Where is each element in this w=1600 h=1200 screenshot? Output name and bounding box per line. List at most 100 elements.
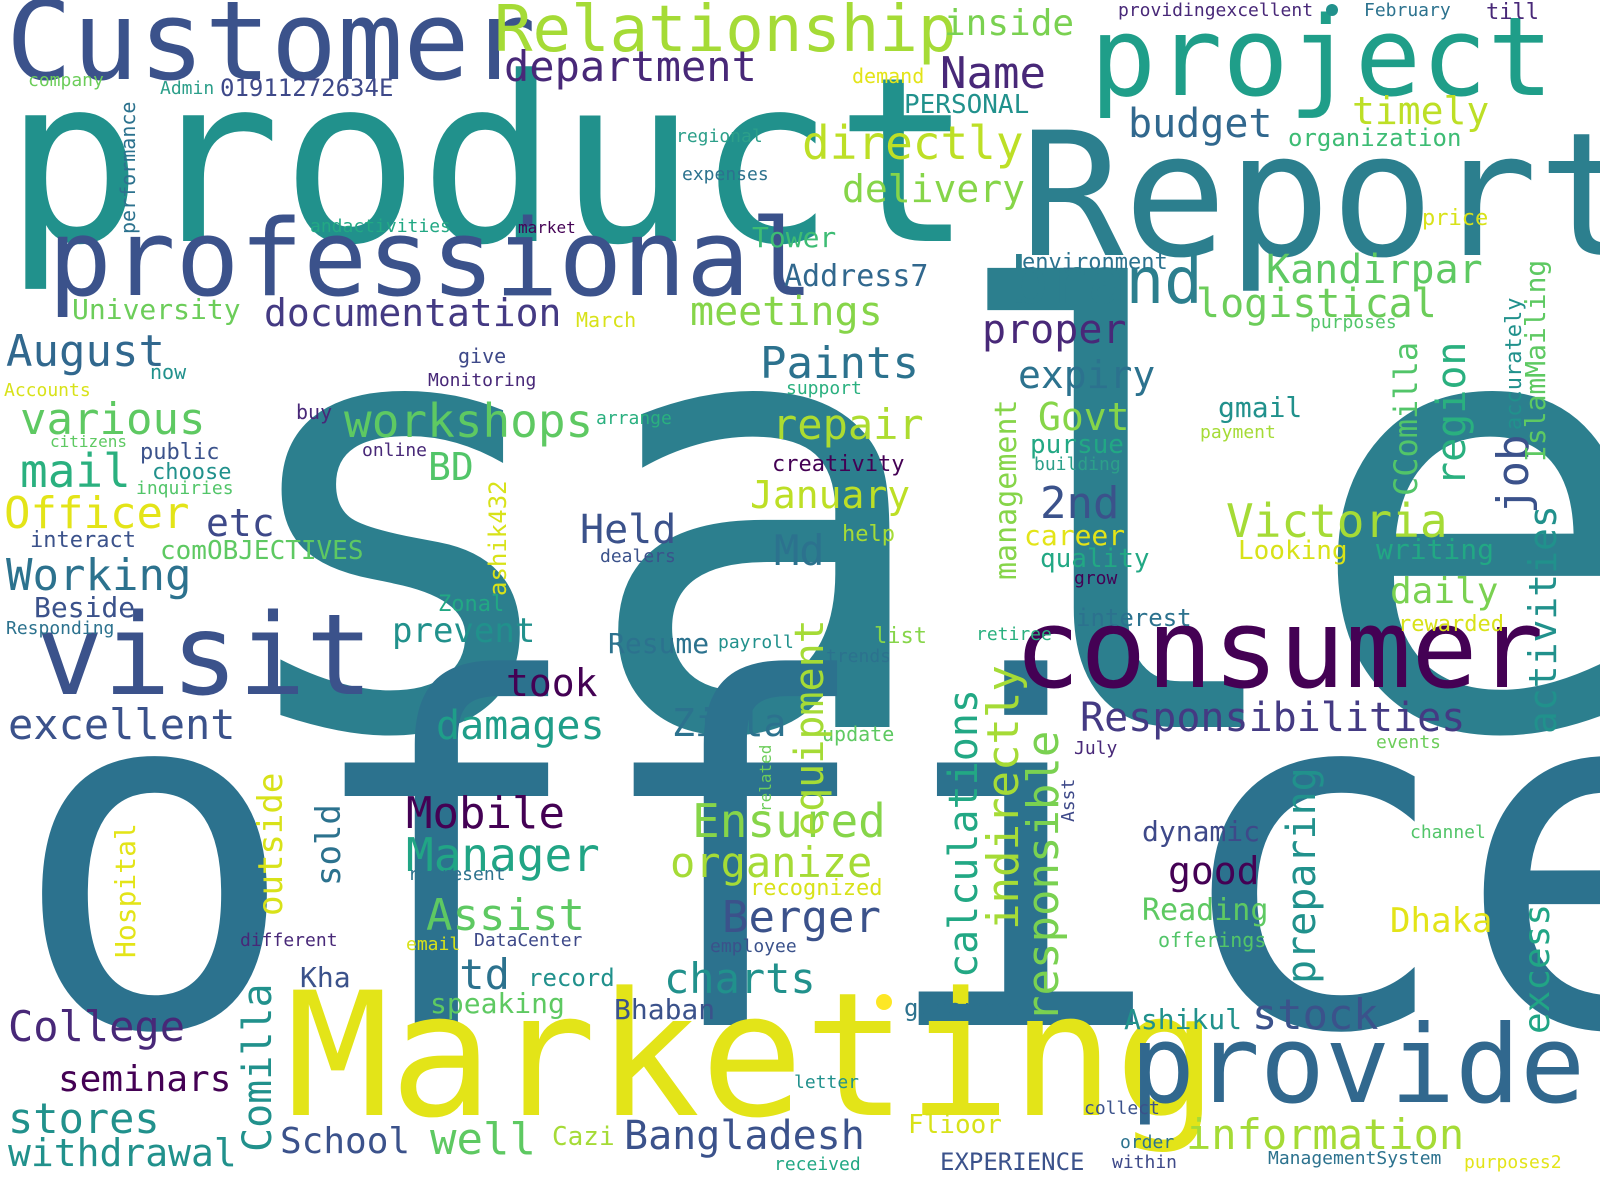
word-workshops: workshops <box>344 394 594 448</box>
word-providingexcellent: providingexcellent <box>1118 0 1314 21</box>
word-payroll: payroll <box>718 632 794 653</box>
word-january: January <box>750 473 911 517</box>
word-assist: Assist <box>426 890 585 941</box>
word-organization: organization <box>1288 124 1462 152</box>
word-till: till <box>1486 0 1539 25</box>
word-university: University <box>72 293 241 326</box>
word-recognized: recognized <box>750 876 883 901</box>
word-kandirpar: Kandirpar <box>1266 247 1483 293</box>
word-good: good <box>1168 849 1260 893</box>
word-beside: Beside <box>34 591 136 624</box>
word-logistical: logistical <box>1196 281 1437 327</box>
word-building: building <box>1034 454 1121 475</box>
word-kha: Kha <box>300 961 351 994</box>
word-mail: mail <box>20 444 131 498</box>
word-august: August <box>6 326 165 377</box>
word-zonal: Zonal <box>438 592 505 617</box>
word-creativity: creativity <box>772 452 905 477</box>
word-company: company <box>28 70 104 91</box>
word-excellent: excellent <box>8 700 236 749</box>
word-report: Report <box>1020 95 1600 296</box>
word-organize: organize <box>670 838 873 887</box>
word-prevent: prevent <box>392 611 536 651</box>
word-directly: directly <box>802 116 1024 170</box>
word-timely: timely <box>1352 89 1490 133</box>
word-expiry: expiry <box>1018 353 1156 397</box>
word-project: project <box>1090 0 1554 121</box>
dot-teal <box>1326 4 1338 16</box>
word-events: events <box>1376 732 1442 753</box>
word-etc: etc <box>206 501 275 545</box>
word-ltd: Ltd <box>434 950 510 999</box>
word-withdrawal: withdrawal <box>8 1131 237 1175</box>
word-2nd: 2nd <box>1040 478 1120 529</box>
word-channel: channel <box>1410 822 1486 843</box>
word-stores: stores <box>8 1094 160 1143</box>
word-march: March <box>576 308 637 332</box>
word-citizens: citizens <box>50 432 128 451</box>
word-retiree: retiree <box>976 624 1052 645</box>
word-phone-email: 01911272634E <box>220 74 394 102</box>
word-inside: inside <box>944 3 1075 44</box>
word-professional: professional <box>48 197 814 320</box>
word-offerings: offerings <box>1158 928 1267 952</box>
word-within: within <box>1112 1152 1178 1173</box>
word-market: market <box>518 218 576 237</box>
word-responsibilities: Responsibilities <box>1080 695 1466 741</box>
word-ashik432: ashik432 <box>484 480 512 596</box>
word-flioor: Flioor <box>908 1110 1002 1140</box>
word-paints: Paints <box>760 338 919 389</box>
word-sale: sale <box>218 170 1600 869</box>
word-marketing: Marketing <box>286 955 1218 1156</box>
word-admin: Admin <box>160 78 215 99</box>
word-letter: letter <box>794 1072 860 1093</box>
word-repair: repair <box>772 400 924 449</box>
word-manager: Manager <box>406 828 600 882</box>
word-pursue: pursue <box>1030 430 1124 460</box>
word-experience: EXPERIENCE <box>940 1148 1085 1176</box>
word-inquiries: inquiries <box>136 478 234 499</box>
word-tower: Tower <box>752 221 837 254</box>
word-give: give <box>458 344 507 368</box>
word-dealers: dealers <box>600 546 676 567</box>
word-now: now <box>150 360 187 384</box>
word-bhaban: Bhaban <box>614 993 716 1026</box>
word-address7: Address7 <box>784 259 929 294</box>
word-gmail: gmail <box>1218 391 1303 424</box>
word-bd: BD <box>428 445 474 489</box>
word-responding: Responding <box>6 618 115 639</box>
word-govt: Govt <box>1038 395 1130 439</box>
word-product: product <box>4 29 974 296</box>
word-price: price <box>1422 206 1489 231</box>
word-purposes2: purposes2 <box>1464 1152 1562 1173</box>
word-asst: Asst <box>1058 778 1079 822</box>
word-list: list <box>874 624 927 649</box>
word-regional: regional <box>676 126 763 147</box>
word-college: College <box>8 1002 186 1051</box>
word-customer: Customer <box>6 0 536 105</box>
word-andactivities: andactivities <box>310 216 451 237</box>
word-preparing: preparing <box>1279 767 1325 984</box>
word-excess: excess <box>1517 903 1558 1034</box>
word-md: Md <box>774 526 825 575</box>
word-personal: PERSONAL <box>904 90 1030 120</box>
word-consumer: consumer <box>1014 585 1544 713</box>
word-grow: grow <box>1074 568 1118 589</box>
word-outside: outside <box>251 772 291 916</box>
word-took: took <box>506 661 598 705</box>
word-office: office <box>10 580 1600 1139</box>
word-support: support <box>786 378 862 399</box>
word-delivery: delivery <box>842 167 1026 211</box>
word-berger: Berger <box>722 892 881 943</box>
word-dhaka: Dhaka <box>1390 901 1493 941</box>
word-mobile: Mobile <box>406 788 565 839</box>
word-name: Name <box>940 48 1046 99</box>
word-damages: damages <box>436 703 605 749</box>
word-accounts: Accounts <box>4 380 91 401</box>
word-daily: daily <box>1390 571 1499 612</box>
word-generate: generate <box>904 994 1020 1022</box>
word-bangladesh: Bangladesh <box>624 1113 865 1159</box>
word-trends: trends <box>826 646 892 667</box>
word-held: Held <box>580 507 677 553</box>
word-related: related <box>756 744 775 812</box>
